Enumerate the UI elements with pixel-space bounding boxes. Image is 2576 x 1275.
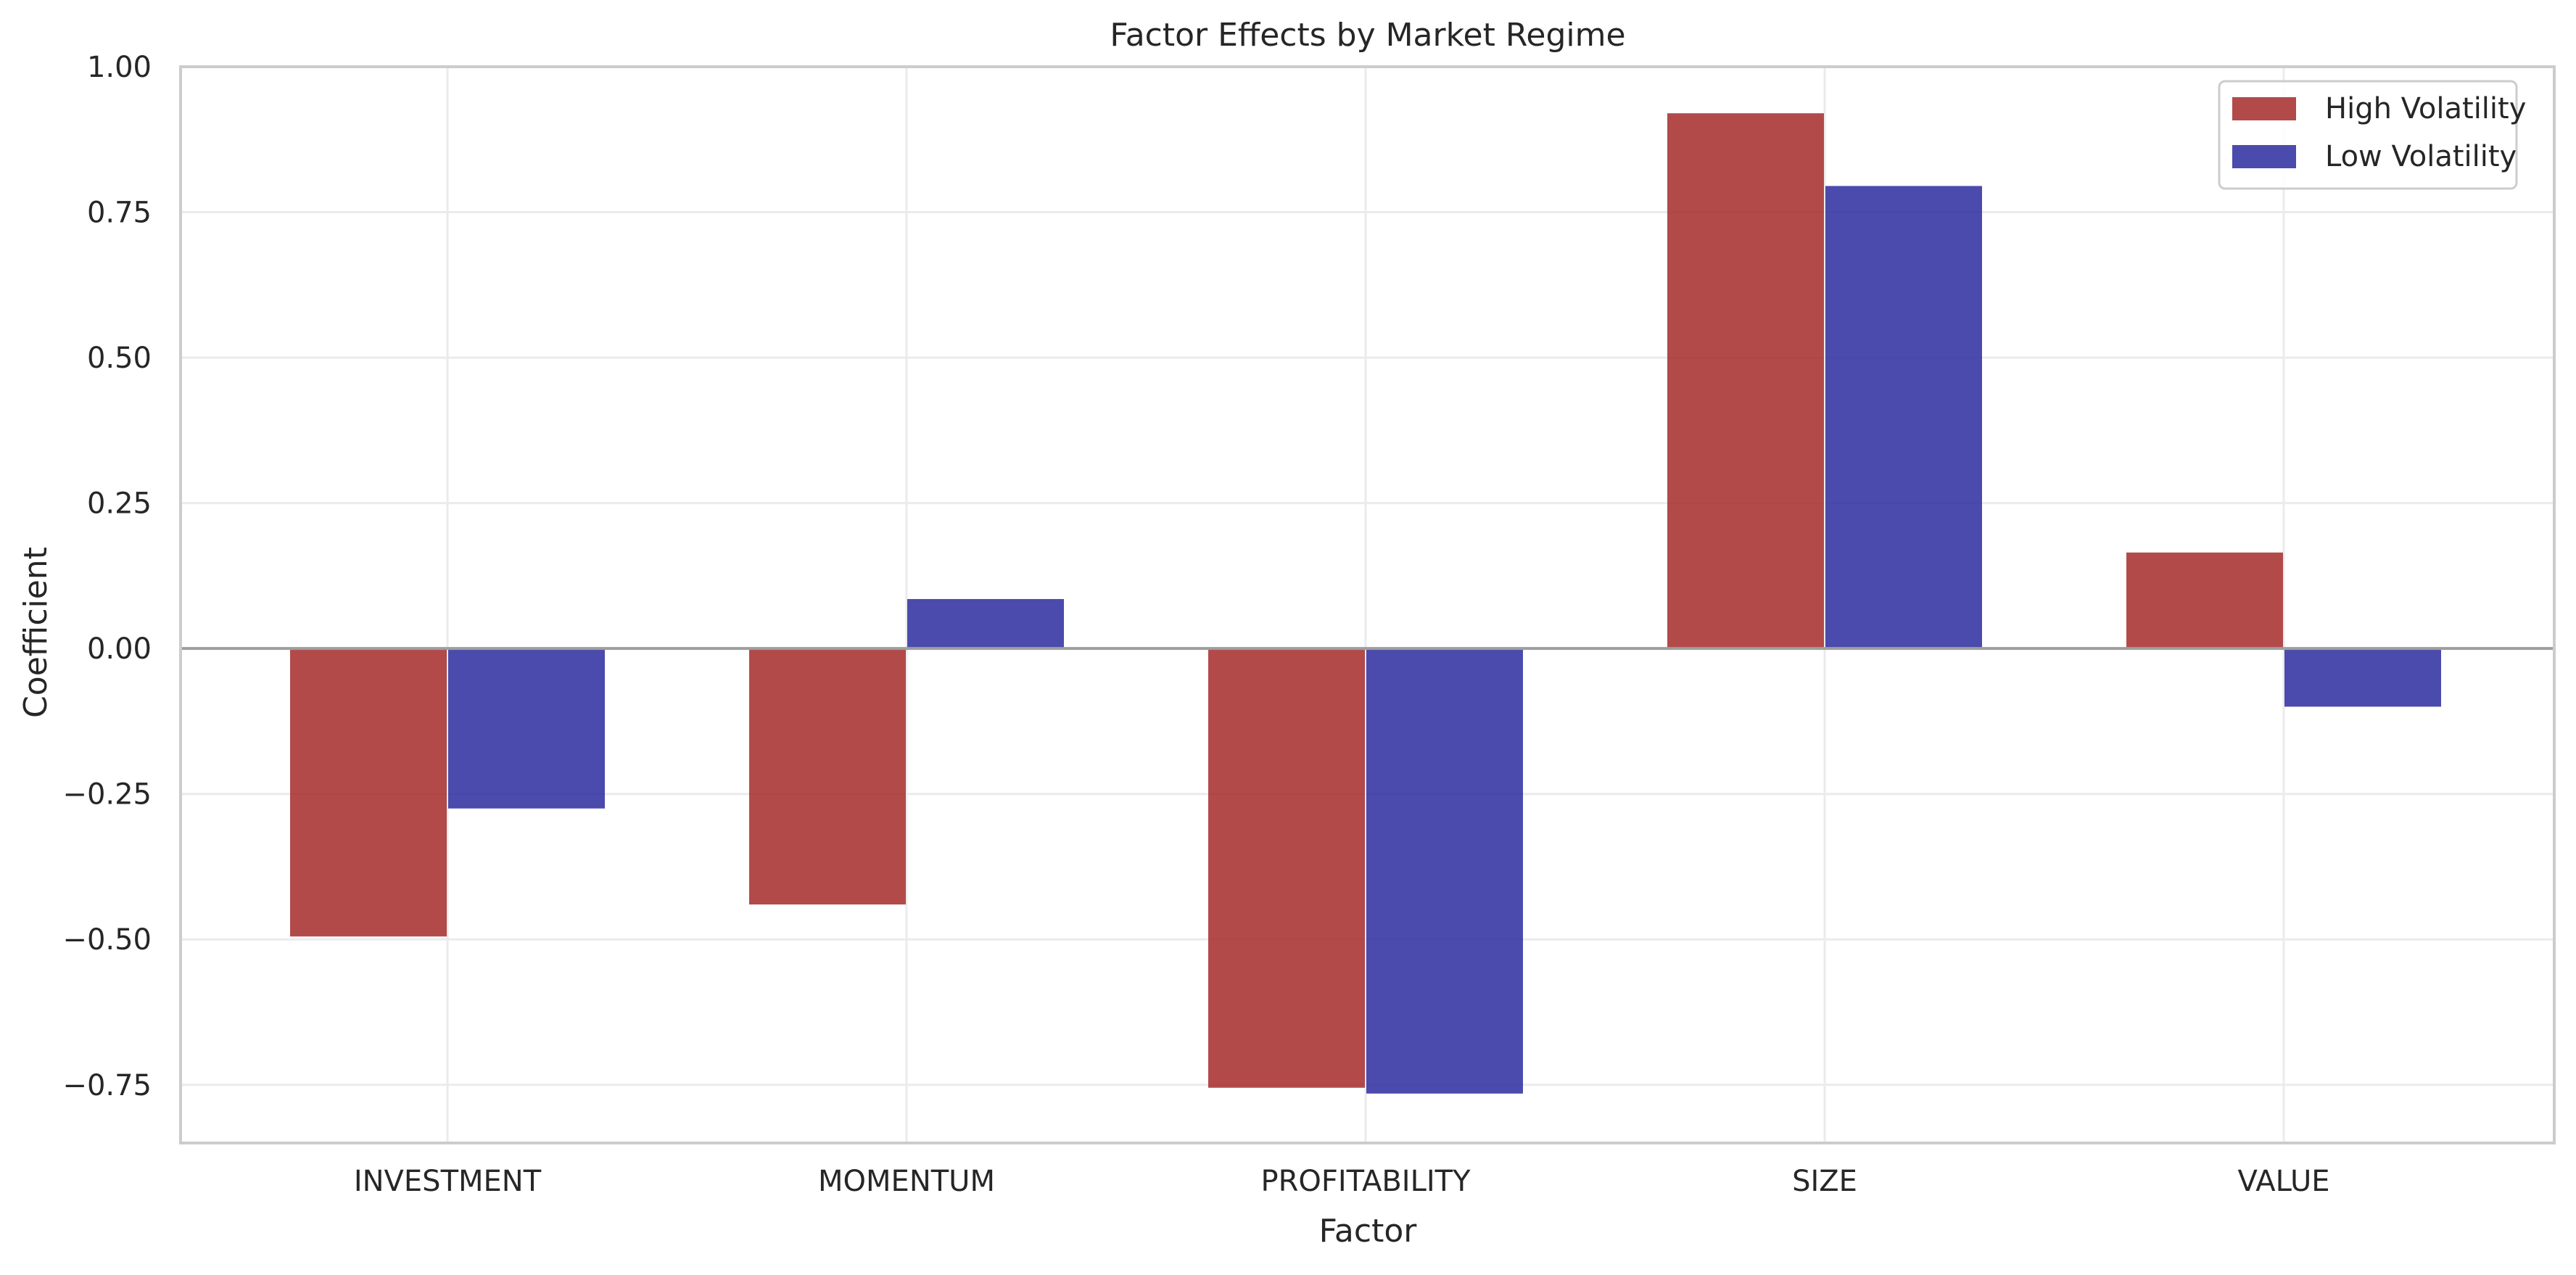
bar-low-volatility-size [1825,186,1982,649]
x-tick-label: SIZE [1792,1165,1857,1198]
bar-high-volatility-profitability [1208,648,1365,1088]
plot-border [179,65,2556,1144]
plot-frame [179,65,2556,1144]
bar-high-volatility-momentum [749,648,906,905]
x-tick-label: VALUE [2237,1165,2329,1198]
bar-low-volatility-value [2284,648,2441,707]
y-tick-label: −0.50 [62,923,152,957]
y-tick-label: 0.75 [87,197,152,230]
bar-high-volatility-investment [290,648,447,937]
y-tick-label: 1.00 [87,51,152,84]
y-tick-label: 0.50 [87,342,152,375]
bars [290,113,2441,1094]
y-tick-label: −0.25 [62,778,152,812]
bar-low-volatility-investment [448,648,605,809]
y-tick-labels: −0.75 −0.50 −0.25 0.00 0.25 0.50 0.75 1.00 [62,51,152,1102]
x-tick-label: PROFITABILITY [1260,1165,1471,1198]
legend: High Volatility Low Volatility [2218,80,2526,190]
legend-label: Low Volatility [2325,140,2517,173]
x-axis-label: Factor [1319,1213,1418,1250]
y-tick-label: −0.75 [62,1069,152,1102]
bar-high-volatility-value [2126,552,2283,649]
bar-high-volatility-size [1667,113,1824,649]
y-tick-label: 0.00 [87,632,152,666]
legend-swatch [2232,97,2296,120]
x-tick-label: INVESTMENT [354,1165,542,1198]
y-tick-label: 0.25 [87,487,152,521]
x-tick-label: MOMENTUM [818,1165,995,1198]
legend-swatch [2232,145,2296,168]
bar-low-volatility-momentum [907,598,1064,649]
y-axis-label: Coefficient [17,547,54,718]
bar-low-volatility-profitability [1366,648,1523,1094]
legend-label: High Volatility [2325,92,2526,125]
x-tick-labels: INVESTMENT MOMENTUM PROFITABILITY SIZE VALUE [354,1165,2330,1198]
chart-title: Factor Effects by Market Regime [1110,17,1625,54]
